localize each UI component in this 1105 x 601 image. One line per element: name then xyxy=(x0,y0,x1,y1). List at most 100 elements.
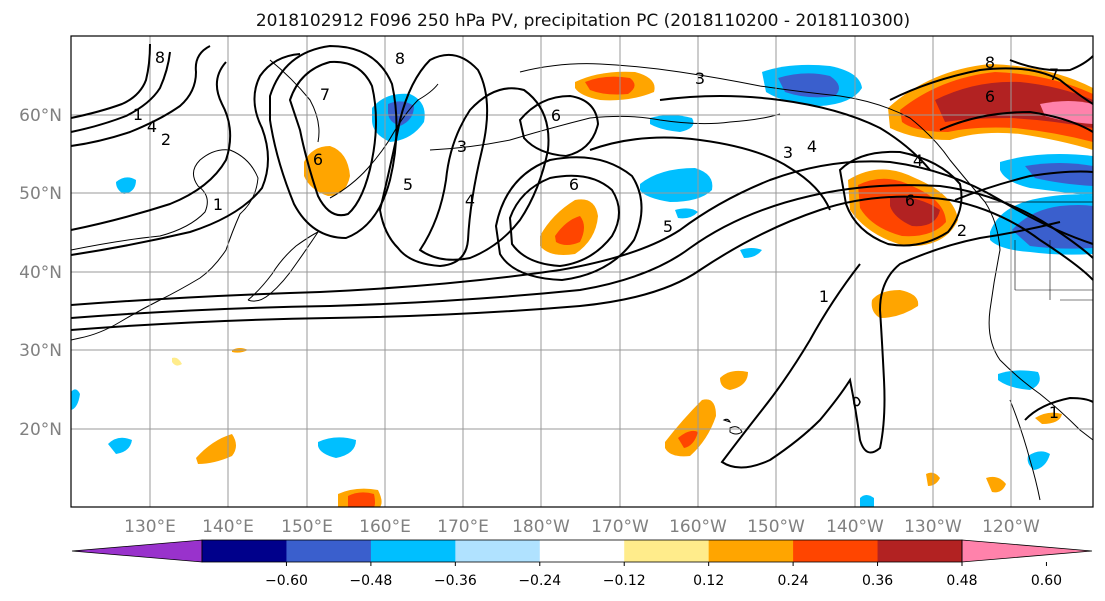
pv-contour xyxy=(954,170,1094,201)
pv-contour xyxy=(518,94,600,158)
pv-contour-label: 4 xyxy=(465,191,475,210)
pv-contour-label: 3 xyxy=(695,69,705,88)
lat-lon-grid xyxy=(71,36,1093,507)
longitude-labels: 130°E 140°E 150°E 160°E 170°E 180°W 170°W 160°W… xyxy=(124,517,1040,537)
precip-negative-area xyxy=(740,248,762,258)
precip-positive-area xyxy=(304,146,350,196)
colorbar-segment xyxy=(708,540,794,562)
pv-contour xyxy=(1009,55,1094,72)
longitude-label: 150°E xyxy=(281,517,333,537)
longitude-label: 150°W xyxy=(747,517,805,537)
pv-contours xyxy=(70,43,1094,469)
colorbar-segment xyxy=(539,540,625,562)
precip-positive-area xyxy=(348,492,375,507)
pv-contour-label: 4 xyxy=(807,137,817,156)
precip-positive-area xyxy=(871,290,919,318)
pv-contour-label: 3 xyxy=(783,143,793,162)
precip-positive-area xyxy=(196,434,236,464)
latitude-label: 50°N xyxy=(19,184,62,204)
pv-contour xyxy=(838,150,963,247)
pv-contour xyxy=(659,95,931,171)
pv-contour xyxy=(494,156,643,282)
colorbar-tick-label: 0.36 xyxy=(862,573,893,589)
pv-contour xyxy=(889,67,1094,105)
pv-contour xyxy=(269,44,398,240)
longitude-label: 160°W xyxy=(669,517,727,537)
precip-positive-area xyxy=(585,76,635,95)
precip-positive-area xyxy=(678,430,698,448)
coastline-us-states xyxy=(1014,240,1093,301)
pv-contour-label: 5 xyxy=(663,217,673,236)
precip-negative-area xyxy=(860,495,874,507)
precip-negative-area xyxy=(116,177,136,194)
colorbar-tick-label: 0.12 xyxy=(693,573,724,589)
pv-contour xyxy=(720,221,1061,469)
pv-contour-label: 2 xyxy=(957,221,967,240)
precip-negative-area xyxy=(1025,163,1093,186)
pv-contour-label: 6 xyxy=(569,175,579,194)
colorbar-segment xyxy=(624,540,710,562)
precip-negative-area xyxy=(675,208,698,219)
coastline-kamchatka xyxy=(329,83,439,199)
latitude-label: 20°N xyxy=(19,420,62,440)
latitude-label: 30°N xyxy=(19,341,62,361)
pv-contour-labels: 1 2 4 1 8 8 7 6 5 3 4 6 6 5 3 3 4 1 6 4 … xyxy=(133,48,1059,422)
pv-contour-label: 6 xyxy=(313,150,323,169)
pv-contour xyxy=(70,53,301,256)
pv-contour xyxy=(853,396,861,407)
precip-negative-area xyxy=(1027,451,1050,470)
colorbar xyxy=(71,539,1093,563)
longitude-label: 180°W xyxy=(512,517,570,537)
pv-contour-label: 1 xyxy=(213,195,223,214)
pv-contour-label: 1 xyxy=(1049,403,1059,422)
precip-negative-area xyxy=(71,389,80,410)
figure-title: 2018102912 F096 250 hPa PV, precipitatio… xyxy=(256,11,910,31)
colorbar-tick-label: −0.24 xyxy=(518,573,561,589)
pv-contour xyxy=(508,174,620,268)
pv-contour-label: 6 xyxy=(551,106,561,125)
pv-contour-label: 5 xyxy=(403,175,413,194)
pv-contour-label: 4 xyxy=(147,117,157,136)
pv-contour xyxy=(288,60,377,217)
coastline-baja xyxy=(1009,399,1041,501)
latitude-label: 60°N xyxy=(19,106,62,126)
colorbar-extend-low xyxy=(71,539,203,563)
pv-contour-label: 6 xyxy=(905,191,915,210)
precip-negative-area xyxy=(778,73,839,98)
precip-positive-area xyxy=(172,357,182,366)
colorbar-segment xyxy=(370,540,456,562)
precip-negative-area xyxy=(108,437,132,454)
map-frame xyxy=(70,35,1094,508)
pv-contour xyxy=(70,160,1094,306)
pv-contour xyxy=(70,45,211,147)
map-panel: 1 2 4 1 8 8 7 6 5 3 4 6 6 5 3 3 4 1 6 4 … xyxy=(70,35,1094,508)
precip-negative-area xyxy=(998,370,1040,390)
precip-negative-area xyxy=(318,437,356,458)
longitude-label: 130°W xyxy=(904,517,962,537)
colorbar-segment xyxy=(286,540,372,562)
pv-contour xyxy=(418,87,550,261)
colorbar-tick-label: 0.60 xyxy=(1031,573,1062,589)
pv-contour-label: 1 xyxy=(133,105,143,124)
pv-contour-label: 8 xyxy=(155,48,165,67)
pv-contour xyxy=(70,51,171,133)
longitude-label: 140°E xyxy=(202,517,254,537)
longitude-label: 170°E xyxy=(437,517,489,537)
colorbar-segment xyxy=(877,540,963,562)
longitude-label: 130°E xyxy=(124,517,176,537)
colorbar-frame xyxy=(201,539,963,563)
colorbar-tick-label: 0.24 xyxy=(778,573,809,589)
pv-contour-label: 4 xyxy=(913,151,923,170)
pv-contour xyxy=(70,195,1094,331)
pv-contour-label: 7 xyxy=(1049,65,1059,84)
longitude-label: 140°W xyxy=(826,517,884,537)
precip-positive-area xyxy=(986,476,1006,493)
longitude-label: 170°W xyxy=(591,517,649,537)
pv-contour xyxy=(378,53,489,268)
pv-contour-label: 8 xyxy=(985,53,995,72)
pv-contour-label: 8 xyxy=(395,49,405,68)
pv-contour xyxy=(70,184,1094,319)
colorbar-tick-label: 0.48 xyxy=(946,573,977,589)
precip-negative-area xyxy=(650,115,694,132)
